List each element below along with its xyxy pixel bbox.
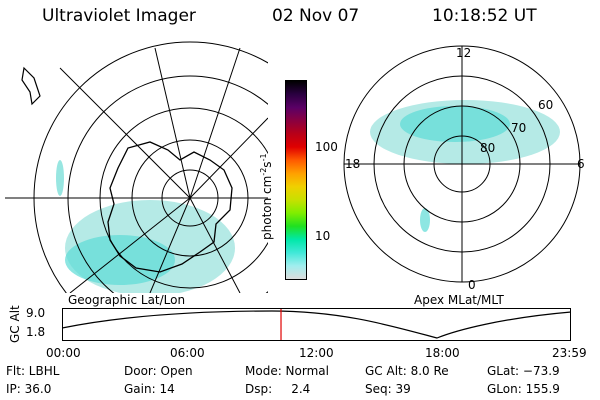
time-tick-0000: 00:00 [46, 346, 81, 360]
mlat-label-80: 80 [480, 141, 496, 155]
glon-info: GLon: 155.9 [487, 382, 560, 396]
time-tick-2359: 23:59 [552, 346, 587, 360]
date-label: 02 Nov 07 [272, 6, 360, 26]
ip-info: IP: 36.0 [6, 382, 52, 396]
mlt-label-18: 18 [345, 157, 361, 171]
time-label: 10:18:52 UT [432, 6, 537, 26]
geographic-map [5, 41, 268, 293]
left-map-caption: Geographic Lat/Lon [68, 293, 186, 307]
altitude-plot [62, 308, 572, 341]
gain-info: Gain: 14 [124, 382, 175, 396]
mlt-label-12: 12 [456, 46, 472, 60]
seq-info: Seq: 39 [365, 382, 411, 396]
time-tick-1200: 12:00 [299, 346, 334, 360]
altitude-curve [62, 310, 572, 339]
magnetic-map [343, 45, 581, 283]
colorbar-unit-label: photon cm-2s-1 [259, 153, 274, 240]
mode-info: Mode: Normal [245, 364, 329, 378]
altitude-axis-label: GC Alt [8, 305, 22, 343]
time-tick-0600: 06:00 [170, 346, 205, 360]
mlt-label-6: 6 [577, 157, 585, 171]
aurora-patch [56, 160, 64, 196]
instrument-title: Ultraviolet Imager [42, 6, 196, 26]
door-info: Door: Open [124, 364, 193, 378]
glat-info: GLat: −73.9 [487, 364, 560, 378]
mlat-label-70: 70 [511, 121, 527, 135]
antarctica-coastline [107, 141, 233, 273]
gc-alt-info: GC Alt: 8.0 Re [365, 364, 449, 378]
aurora-oval-bright [400, 106, 510, 142]
filter-info: Flt: LBHL [6, 364, 60, 378]
mlt-lines [344, 46, 580, 282]
colorbar [285, 80, 307, 280]
dsp-info: Dsp: 2.4 [245, 382, 311, 396]
time-tick-1800: 18:00 [425, 346, 460, 360]
mlt-label-0: 0 [468, 278, 476, 292]
mlat-label-60: 60 [538, 98, 554, 112]
aurora-patch [420, 208, 430, 232]
new-zealand-coastline [21, 66, 41, 106]
right-map-caption: Apex MLat/MLT [414, 293, 504, 307]
colorbar-tick-10: 10 [315, 229, 331, 243]
colorbar-tick-100: 100 [315, 140, 338, 154]
altitude-tick-high: 9.0 [26, 306, 46, 320]
meridians [5, 47, 268, 293]
altitude-tick-low: 1.8 [26, 325, 46, 339]
aurora-emission-bright [65, 235, 175, 285]
